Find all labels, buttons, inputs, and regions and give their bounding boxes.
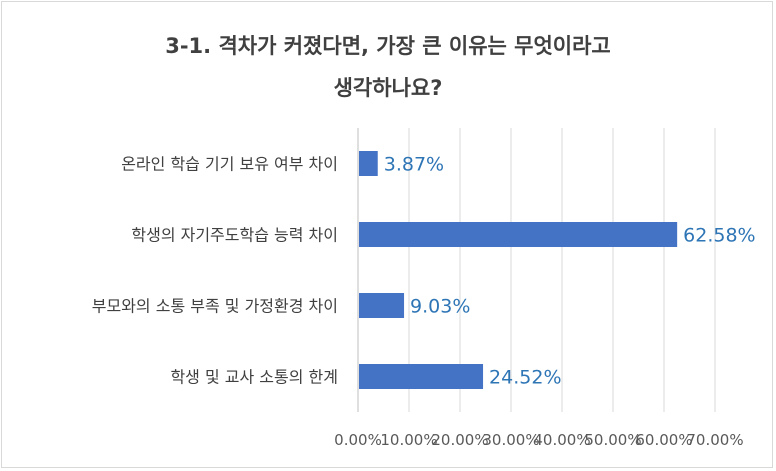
category-label: 부모와의 소통 부족 및 가정환경 차이 (92, 297, 338, 316)
bars (359, 151, 678, 389)
x-tick-label: 20.00% (431, 431, 488, 449)
chart-title-line-1: 3-1. 격차가 커졌다면, 가장 큰 이유는 무엇이라고 (165, 34, 611, 58)
x-tick-label: 0.00% (334, 431, 382, 449)
data-label: 24.52% (489, 367, 561, 389)
chart-title-line-2: 생각하나요? (333, 76, 443, 100)
data-label: 9.03% (410, 296, 470, 318)
x-tick-label: 30.00% (482, 431, 539, 449)
bar (359, 151, 378, 176)
category-label: 학생의 자기주도학습 능력 차이 (131, 226, 338, 245)
data-labels: 3.87% 62.58% 9.03% 24.52% (384, 154, 756, 389)
bar (359, 364, 484, 389)
x-tick-label: 10.00% (380, 431, 437, 449)
data-label: 3.87% (384, 154, 444, 176)
category-label: 온라인 학습 기기 보유 여부 차이 (121, 155, 338, 174)
x-tick-label: 50.00% (584, 431, 641, 449)
x-tick-label: 60.00% (635, 431, 692, 449)
bar (359, 293, 405, 318)
data-label: 62.58% (683, 225, 755, 247)
x-tick-label: 70.00% (686, 431, 743, 449)
x-tick-label: 40.00% (533, 431, 590, 449)
category-label: 학생 및 교사 소통의 한계 (170, 368, 338, 387)
bar (359, 222, 678, 247)
x-tick-labels: 0.00%10.00%20.00%30.00%40.00%50.00%60.00… (334, 431, 743, 449)
